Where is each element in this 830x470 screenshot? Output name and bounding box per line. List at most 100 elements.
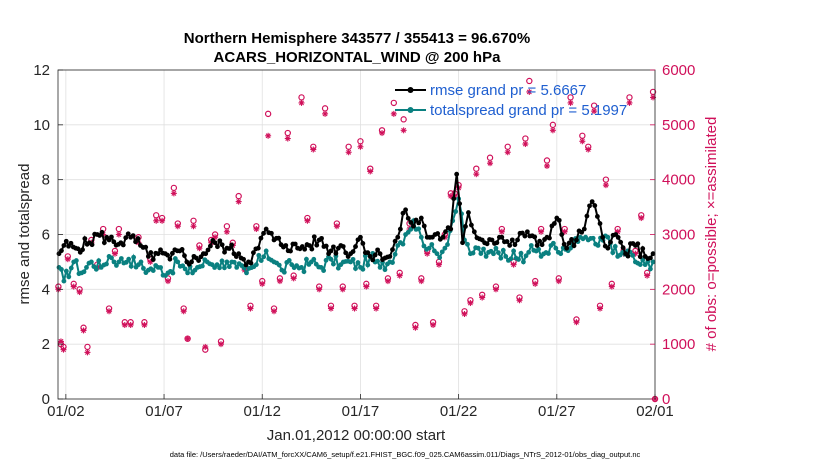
obs-assimilated-point: [467, 300, 474, 307]
spread-point: [353, 266, 358, 272]
spread-point: [66, 274, 72, 280]
obs-assimilated-point: [526, 88, 533, 95]
rmse-point: [375, 247, 381, 253]
rmse-point: [457, 201, 463, 207]
legend-spread-marker: [407, 107, 414, 113]
obs-assimilated-point: [390, 110, 397, 117]
spread-point: [276, 262, 282, 268]
spread-point: [526, 249, 532, 255]
rmse-point: [589, 199, 595, 205]
rmse-point: [499, 234, 505, 240]
spread-point: [217, 265, 222, 271]
rmse-point: [217, 238, 223, 244]
obs-assimilated-point: [522, 141, 529, 148]
rmse-point: [125, 231, 131, 237]
obs-assimilated-point: [373, 305, 380, 312]
spread-point: [481, 246, 486, 252]
obs-assimilated-point: [487, 160, 494, 167]
rmse-point: [512, 242, 518, 248]
rmse-point: [581, 226, 587, 232]
obs-assimilated-point: [638, 215, 645, 222]
rmse-point: [82, 236, 88, 241]
obs-assimilated-point: [190, 223, 197, 230]
spread-point: [323, 257, 329, 263]
rmse-point: [215, 244, 220, 250]
rmse-point: [507, 243, 513, 248]
rmse-point: [416, 220, 422, 226]
obs-assimilated-point: [498, 228, 505, 235]
spread-point: [445, 242, 450, 247]
spread-point: [281, 269, 287, 275]
y-right-tick-label: 0: [662, 391, 670, 408]
rmse-point: [269, 230, 274, 236]
rmse-point: [635, 241, 641, 247]
obs-assimilated-point: [367, 168, 374, 175]
spread-point: [360, 266, 366, 272]
rmse-point: [205, 247, 211, 253]
rmse-point: [615, 234, 621, 240]
rmse-point: [556, 217, 562, 223]
spread-point: [231, 259, 237, 265]
spread-point: [500, 247, 506, 253]
rmse-point: [222, 249, 227, 255]
spread-point: [185, 270, 191, 276]
rmse-point: [403, 207, 408, 213]
spread-point: [328, 256, 334, 262]
spread-point: [104, 261, 109, 267]
rmse-point: [597, 221, 603, 226]
spread-point: [304, 256, 309, 262]
spread-point: [550, 240, 556, 246]
spread-point: [382, 267, 388, 273]
obs-assimilated-point: [591, 108, 598, 115]
obs-assimilated-point: [479, 294, 486, 301]
rmse-point: [600, 234, 606, 240]
legend-rmse-marker: [407, 87, 414, 93]
rmse-point: [494, 240, 500, 246]
rmse-point: [466, 210, 471, 215]
spread-point: [400, 241, 406, 247]
rmse-point: [130, 233, 136, 239]
obs-assimilated-point: [164, 278, 171, 285]
rmse-point: [571, 243, 577, 249]
spread-point: [118, 256, 124, 261]
obs-assimilated-point: [579, 138, 586, 145]
rmse-point: [145, 254, 151, 259]
spread-point: [453, 209, 459, 214]
obs-assimilated-point: [247, 305, 254, 312]
obs-assimilated-point: [223, 228, 230, 235]
chart-title: Northern Hemisphere 343577 / 355413 = 96…: [184, 30, 530, 47]
y-right-tick-label: 3000: [662, 227, 695, 244]
rmse-point: [365, 250, 371, 256]
spread-point: [434, 251, 440, 257]
obs-possible-point: [400, 116, 407, 123]
spread-point: [199, 263, 205, 269]
obs-assimilated-point: [310, 146, 317, 153]
spread-point: [568, 245, 573, 251]
spread-point: [418, 234, 424, 240]
spread-point: [63, 268, 69, 274]
spread-point: [612, 244, 618, 249]
x-axis-label: Jan.01,2012 00:00:00 start: [267, 427, 446, 444]
rmse-point: [111, 239, 117, 245]
rmse-point: [522, 233, 528, 239]
obs-assimilated-point: [284, 135, 291, 142]
rmse-point: [397, 226, 403, 232]
rmse-point: [370, 257, 376, 263]
obs-assimilated-point: [363, 283, 370, 290]
rmse-point: [182, 253, 187, 259]
obs-assimilated-point: [424, 250, 431, 257]
spread-point: [128, 263, 134, 269]
rmse-point: [353, 244, 358, 249]
y-axis-right-label: # of obs: o=possible; ×=assimilated: [703, 117, 720, 352]
rmse-point: [169, 250, 175, 256]
obs-assimilated-point: [170, 190, 177, 197]
spread-point: [465, 241, 470, 247]
spread-point: [126, 256, 132, 262]
rmse-point: [328, 248, 334, 254]
rmse-point: [515, 237, 520, 243]
x-tick-label: 01/12: [243, 403, 281, 420]
obs-assimilated-point: [80, 327, 87, 334]
rmse-point: [509, 237, 515, 243]
x-tick-label: 01/22: [440, 403, 478, 420]
